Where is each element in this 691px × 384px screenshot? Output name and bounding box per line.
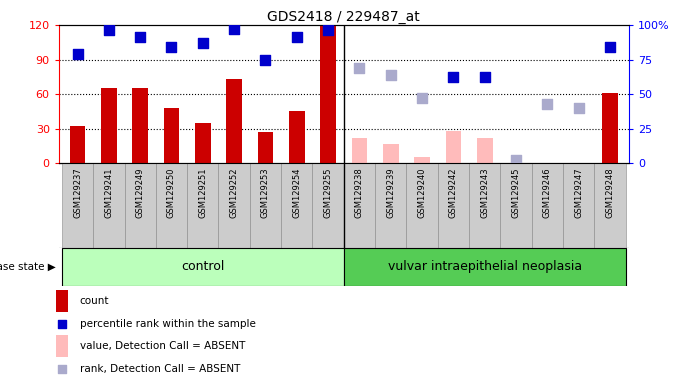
Point [573,105,584,111]
Point [385,72,396,78]
Point [135,34,146,40]
Bar [312,163,343,248]
Bar [70,126,86,163]
Bar [101,88,117,163]
Bar [446,131,461,163]
Point [229,26,240,32]
Point [479,74,490,81]
Point [104,27,115,33]
Point [542,101,553,107]
Bar [156,163,187,248]
Text: GSM129239: GSM129239 [386,167,395,218]
Bar [343,163,375,248]
Text: disease state ▶: disease state ▶ [0,262,55,272]
Text: GSM129255: GSM129255 [323,167,332,218]
Bar [124,163,156,248]
Text: GSM129247: GSM129247 [574,167,583,218]
Text: GSM129240: GSM129240 [417,167,426,218]
Bar [133,88,148,163]
Point [511,157,522,164]
Bar [469,163,500,248]
Point [292,34,303,40]
Text: GSM129250: GSM129250 [167,167,176,218]
Point [323,27,334,33]
Bar [258,132,274,163]
Text: GSM129243: GSM129243 [480,167,489,218]
Bar [500,163,531,248]
Bar [62,248,344,286]
Bar [414,157,430,163]
Bar [56,336,68,357]
Bar [352,138,367,163]
Bar [563,163,594,248]
Bar [187,163,218,248]
Text: value, Detection Call = ABSENT: value, Detection Call = ABSENT [79,341,245,351]
Bar [343,248,625,286]
Text: GSM129245: GSM129245 [511,167,520,218]
Point [417,95,428,101]
Point [605,44,616,50]
Point [198,40,209,46]
Text: vulvar intraepithelial neoplasia: vulvar intraepithelial neoplasia [388,260,582,273]
Text: rank, Detection Call = ABSENT: rank, Detection Call = ABSENT [79,364,240,374]
Point [166,44,177,50]
Bar [227,79,242,163]
Bar [93,163,124,248]
Bar [602,93,618,163]
Text: GSM129249: GSM129249 [135,167,144,218]
Text: GSM129238: GSM129238 [355,167,364,218]
Text: percentile rank within the sample: percentile rank within the sample [79,319,256,329]
Bar [406,163,437,248]
Text: GSM129254: GSM129254 [292,167,301,218]
Bar [281,163,312,248]
Bar [195,123,211,163]
Bar [62,163,93,248]
Bar [289,111,305,163]
Bar [477,138,493,163]
Bar [594,163,625,248]
Bar [56,290,68,312]
Text: GSM129241: GSM129241 [104,167,113,218]
Text: GSM129252: GSM129252 [229,167,238,218]
Text: GSM129251: GSM129251 [198,167,207,218]
Point [354,65,365,71]
Point [260,56,271,63]
Bar [531,163,563,248]
Bar [437,163,469,248]
Text: GSM129242: GSM129242 [449,167,458,218]
Text: GSM129253: GSM129253 [261,167,270,218]
Title: GDS2418 / 229487_at: GDS2418 / 229487_at [267,10,420,24]
Point [57,366,68,372]
Bar [383,144,399,163]
Point [57,321,68,327]
Bar [250,163,281,248]
Bar [375,163,406,248]
Text: GSM129237: GSM129237 [73,167,82,218]
Point [72,51,83,57]
Bar [321,25,336,163]
Point [448,74,459,81]
Text: GSM129246: GSM129246 [543,167,552,218]
Bar [164,108,180,163]
Text: control: control [181,260,225,273]
Bar [218,163,250,248]
Text: GSM129248: GSM129248 [605,167,614,218]
Text: count: count [79,296,109,306]
